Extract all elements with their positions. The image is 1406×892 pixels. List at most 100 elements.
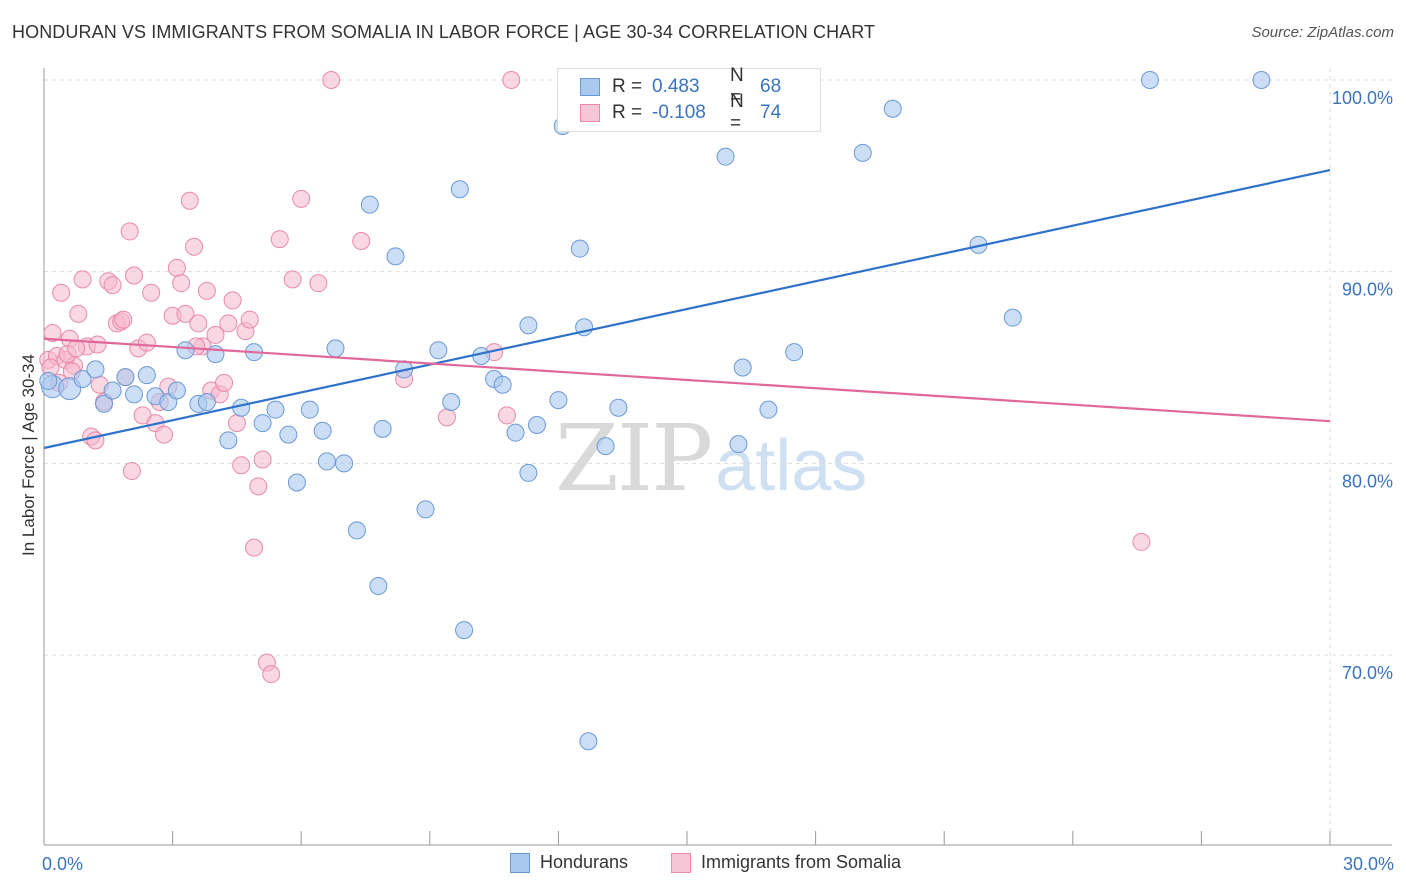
somalia-point xyxy=(120,222,139,241)
hondurans-point xyxy=(1252,71,1271,89)
legend-item-hondurans: Hondurans xyxy=(510,852,628,873)
hondurans-point xyxy=(455,621,474,640)
hondurans-point xyxy=(785,343,804,362)
somalia-legend-swatch xyxy=(671,852,691,873)
hondurans-point xyxy=(360,195,379,214)
axes xyxy=(43,68,1392,846)
somalia-point xyxy=(137,333,156,352)
chart-title: HONDURAN VS IMMIGRANTS FROM SOMALIA IN L… xyxy=(12,22,876,42)
hondurans-point xyxy=(450,180,469,199)
hondurans-point xyxy=(167,381,186,400)
trend-lines xyxy=(43,169,1331,450)
y-tick-label: 70.0% xyxy=(1342,663,1393,683)
hondurans-point xyxy=(219,431,238,450)
hondurans-point xyxy=(579,732,598,751)
hondurans-point xyxy=(95,394,114,413)
somalia-point xyxy=(197,281,216,300)
hondurans-point xyxy=(493,375,512,394)
y-tick-label: 100.0% xyxy=(1332,88,1393,108)
r-label: R = xyxy=(612,102,643,123)
somalia-point xyxy=(172,274,191,293)
hondurans-point xyxy=(549,391,568,410)
hondurans-point xyxy=(176,341,195,360)
legend-label-hondurans: Hondurans xyxy=(540,852,629,872)
hondurans-point xyxy=(853,143,872,162)
somalia-point xyxy=(180,191,199,210)
series-somalia-points xyxy=(39,71,1151,684)
tick-labels: 70.0% 80.0% 90.0% 100.0% 0.0% 30.0% xyxy=(42,88,1394,874)
stats-legend-row-hondurans: R = 0.483 N = 68 xyxy=(580,65,782,108)
hondurans-point xyxy=(197,393,216,411)
hondurans-point xyxy=(733,358,752,377)
hondurans-point xyxy=(883,99,902,118)
somalia-point xyxy=(502,71,521,89)
somalia-point xyxy=(292,189,311,208)
somalia-point xyxy=(270,230,289,249)
x-tick-label: 30.0% xyxy=(1343,854,1394,874)
somalia-point xyxy=(1132,532,1151,551)
somalia-point xyxy=(245,538,264,557)
somalia-point xyxy=(114,310,133,329)
hondurans-point xyxy=(39,371,58,390)
n-value: 68 xyxy=(760,76,782,97)
legend-label-somalia: Immigrants from Somalia xyxy=(701,852,902,872)
hondurans-point xyxy=(253,414,272,433)
hondurans-point xyxy=(313,421,332,440)
somalia-point xyxy=(240,310,259,329)
hondurans-point xyxy=(729,435,748,454)
somalia-point xyxy=(67,339,86,358)
r-value: -0.108 xyxy=(652,102,706,123)
hondurans-trend-line xyxy=(43,169,1331,450)
somalia-point xyxy=(142,283,161,302)
series-hondurans-points xyxy=(39,71,1271,751)
hondurans-legend-swatch xyxy=(510,852,530,873)
n-value: 74 xyxy=(760,102,782,123)
somalia-point xyxy=(437,408,456,427)
hondurans-swatch xyxy=(580,78,600,96)
somalia-swatch xyxy=(580,104,600,122)
hondurans-point xyxy=(300,400,319,419)
somalia-point xyxy=(352,232,371,250)
somalia-point xyxy=(69,304,88,323)
somalia-point xyxy=(497,406,516,425)
somalia-point xyxy=(219,314,238,333)
hondurans-point xyxy=(73,370,92,388)
hondurans-point xyxy=(570,239,589,258)
source-label: Source: ZipAtlas.com xyxy=(1251,24,1394,41)
hondurans-point xyxy=(137,366,156,385)
hondurans-point xyxy=(125,385,144,404)
hondurans-point xyxy=(287,473,306,492)
somalia-point xyxy=(52,283,71,302)
hondurans-point xyxy=(335,454,354,473)
somalia-point xyxy=(103,276,122,295)
x-tick-label: 0.0% xyxy=(42,854,83,874)
somalia-point xyxy=(167,258,186,277)
somalia-point xyxy=(322,71,341,89)
stats-legend: R = 0.483 N = 68 R = -0.108 N = 74 xyxy=(557,65,821,134)
hondurans-point xyxy=(266,400,285,419)
somalia-point xyxy=(309,274,328,293)
r-value: 0.483 xyxy=(652,76,700,97)
somalia-point xyxy=(227,414,246,433)
y-tick-label: 90.0% xyxy=(1342,280,1393,300)
somalia-point xyxy=(189,314,208,333)
somalia-trend-line xyxy=(43,337,1331,423)
hondurans-point xyxy=(609,398,628,417)
hondurans-point xyxy=(317,452,336,471)
hondurans-point xyxy=(429,341,448,360)
somalia-point xyxy=(86,431,105,450)
somalia-point xyxy=(43,324,62,342)
hondurans-point xyxy=(386,247,405,266)
n-label: N = xyxy=(730,91,744,134)
somalia-point xyxy=(122,462,141,480)
hondurans-point xyxy=(416,500,435,519)
somalia-point xyxy=(223,291,242,310)
series-legend: Hondurans Immigrants from Somalia xyxy=(0,852,1406,878)
legend-item-somalia: Immigrants from Somalia xyxy=(671,852,901,873)
somalia-point xyxy=(73,270,92,289)
somalia-point xyxy=(232,456,251,475)
hondurans-point xyxy=(519,316,538,335)
hondurans-point xyxy=(347,521,366,540)
hondurans-point xyxy=(103,381,122,400)
